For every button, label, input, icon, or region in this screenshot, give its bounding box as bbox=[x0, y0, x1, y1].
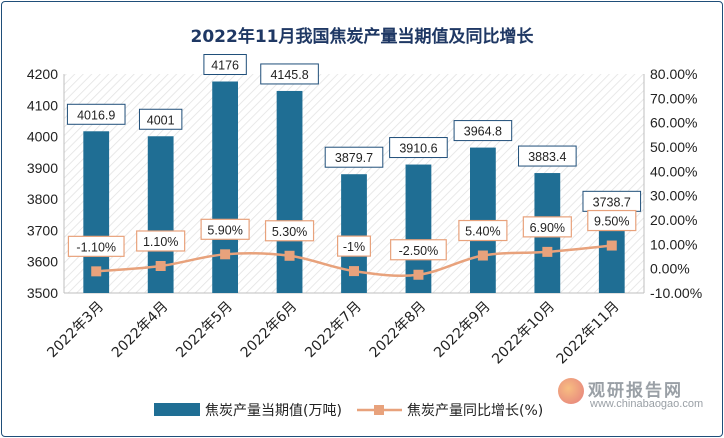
x-tick-label: 2022年3月 bbox=[44, 299, 107, 362]
bar bbox=[276, 90, 303, 294]
bar-value-label-box bbox=[453, 120, 513, 142]
bar-value-label-box bbox=[203, 54, 247, 76]
legend-bar-label: 焦炭产量当期值(万吨) bbox=[205, 403, 342, 419]
growth-value-label-box bbox=[522, 216, 572, 238]
chart-title: 2022年11月我国焦炭产量当期值及同比增长 bbox=[190, 27, 534, 47]
y-right-tick-label: 40.00% bbox=[650, 163, 697, 179]
growth-value-label: 6.90% bbox=[530, 221, 565, 235]
bar-value-label: 4016.9 bbox=[77, 108, 115, 122]
y-left-tick-label: 3500 bbox=[27, 285, 58, 301]
growth-marker bbox=[477, 250, 488, 261]
growth-value-label: -1% bbox=[343, 240, 365, 254]
growth-value-label-box bbox=[587, 209, 637, 232]
bar bbox=[212, 81, 238, 293]
y-left-tick-label: 4100 bbox=[27, 97, 58, 113]
y-right-tick-label: 20.00% bbox=[650, 212, 697, 228]
bar-value-label-box bbox=[138, 108, 183, 130]
bar-value-label: 4176 bbox=[211, 59, 239, 73]
x-tick-label: 2022年11月 bbox=[554, 299, 623, 368]
y-left-tick-label: 3700 bbox=[27, 222, 58, 238]
growth-value-label-box bbox=[67, 235, 125, 257]
y-right-tick-label: 50.00% bbox=[650, 139, 697, 155]
growth-value-label: 5.40% bbox=[465, 225, 500, 239]
bar-value-label: 3738.7 bbox=[593, 195, 631, 209]
x-tick-label: 2022年10月 bbox=[489, 299, 558, 368]
watermark-en: www.chinabaogao.com bbox=[590, 398, 704, 410]
y-right-tick-label: 10.00% bbox=[650, 236, 697, 252]
growth-value-label: 5.30% bbox=[272, 225, 307, 239]
y-left-tick-label: 3900 bbox=[27, 160, 58, 176]
growth-marker bbox=[155, 260, 166, 271]
y-left-tick-label: 4000 bbox=[27, 129, 58, 145]
growth-value-label-box bbox=[264, 220, 315, 242]
growth-value-label-box bbox=[136, 230, 186, 252]
growth-marker bbox=[220, 249, 231, 260]
growth-marker bbox=[542, 246, 553, 257]
legend-bar-swatch bbox=[154, 403, 200, 416]
y-left-tick-label: 3600 bbox=[27, 254, 58, 270]
bar-value-label: 4145.8 bbox=[270, 68, 308, 82]
growth-value-label: -1.10% bbox=[76, 240, 116, 254]
bar-value-label: 3883.4 bbox=[528, 150, 566, 164]
bar-value-label-box bbox=[389, 137, 448, 159]
y-right-tick-label: 80.00% bbox=[650, 66, 697, 82]
watermark-logo-icon bbox=[558, 378, 584, 404]
x-tick-label: 2022年4月 bbox=[109, 299, 172, 362]
bar-value-label-box bbox=[518, 145, 577, 167]
growth-value-label-box bbox=[458, 219, 508, 242]
growth-marker bbox=[413, 269, 424, 280]
x-tick-label: 2022年6月 bbox=[238, 299, 301, 362]
growth-value-label: 9.50% bbox=[594, 215, 629, 229]
bar-value-label: 3910.6 bbox=[399, 142, 437, 156]
growth-marker bbox=[91, 266, 102, 277]
bar-value-label-box bbox=[66, 103, 126, 125]
bar-value-label: 4001 bbox=[147, 113, 175, 127]
y-right-tick-label: 0.00% bbox=[650, 261, 690, 277]
growth-value-label: -2.50% bbox=[399, 244, 439, 258]
bar-value-label-box bbox=[324, 146, 384, 168]
bar-value-label-box bbox=[260, 63, 319, 85]
x-tick-label: 2022年8月 bbox=[367, 299, 430, 362]
growth-marker bbox=[349, 266, 359, 277]
bar-value-label: 3879.7 bbox=[335, 151, 373, 165]
legend-line-marker bbox=[374, 405, 384, 415]
x-tick-label: 2022年7月 bbox=[302, 299, 365, 362]
y-right-tick-label: 60.00% bbox=[650, 115, 697, 131]
y-right-tick-label: -10.00% bbox=[650, 285, 702, 301]
growth-value-label: 1.10% bbox=[143, 235, 178, 249]
growth-value-label-box bbox=[337, 235, 372, 257]
y-left-tick-label: 3800 bbox=[27, 191, 58, 207]
growth-marker bbox=[284, 250, 295, 261]
growth-value-label: 5.90% bbox=[207, 223, 242, 237]
bar bbox=[83, 131, 110, 293]
y-right-tick-label: 70.00% bbox=[650, 90, 697, 106]
y-right-tick-label: 30.00% bbox=[650, 188, 697, 204]
y-left-tick-label: 4200 bbox=[27, 66, 58, 82]
watermark: 观研报告网 www.chinabaogao.com bbox=[558, 374, 718, 414]
legend-line-label: 焦炭产量同比增长(%) bbox=[407, 403, 543, 419]
x-tick-label: 2022年5月 bbox=[173, 299, 236, 362]
x-tick-label: 2022年9月 bbox=[431, 299, 494, 362]
growth-value-label-box bbox=[200, 218, 250, 240]
watermark-cn: 观研报告网 bbox=[588, 381, 683, 401]
bar-value-label: 3964.8 bbox=[464, 125, 502, 139]
growth-value-label-box bbox=[390, 239, 447, 261]
growth-marker bbox=[606, 240, 617, 251]
